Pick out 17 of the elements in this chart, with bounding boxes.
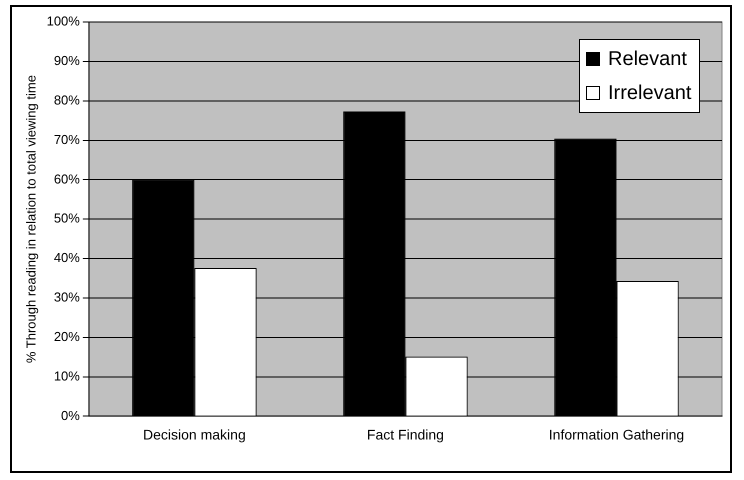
y-tick-label: 90%	[54, 53, 80, 68]
y-axis-title: % Through reading in relation to total viewing time	[23, 75, 38, 364]
x-tick-label: Fact Finding	[366, 426, 444, 442]
y-tick-label: 70%	[54, 132, 80, 147]
legend-label: Relevant	[608, 48, 687, 70]
x-tick-label: Decision making	[143, 426, 246, 442]
y-tick-label: 50%	[54, 210, 80, 226]
y-tick-label: 40%	[54, 250, 80, 266]
y-tick-label: 80%	[54, 92, 80, 108]
x-tick-label: Information Gathering	[548, 426, 684, 442]
y-tick-label: 0%	[61, 408, 80, 423]
y-tick-label: 100%	[46, 14, 80, 29]
legend-label: Irrelevant	[608, 82, 692, 104]
y-tick-label: 30%	[54, 290, 80, 305]
y-tick-label: 20%	[54, 328, 80, 344]
y-tick-label: 60%	[54, 171, 80, 186]
y-tick-label: 10%	[54, 368, 80, 384]
